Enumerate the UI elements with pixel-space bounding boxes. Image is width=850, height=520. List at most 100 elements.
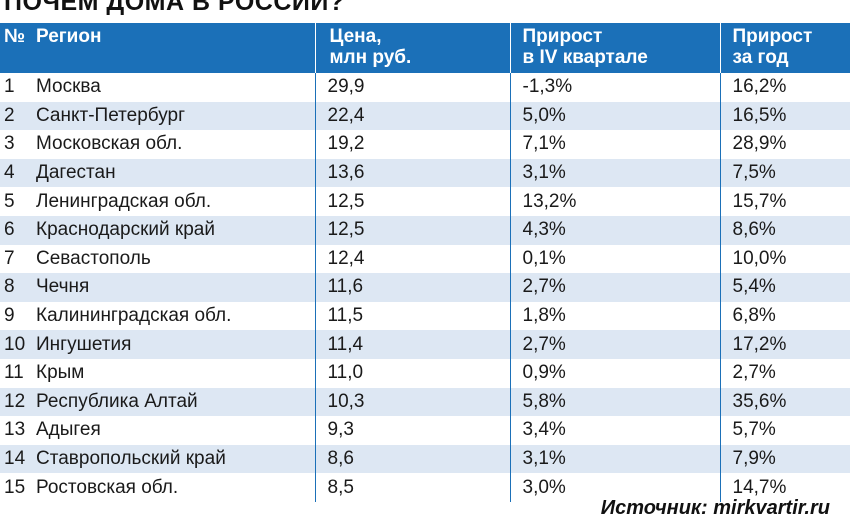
row-number: 13 (4, 419, 26, 441)
header-row: № Регион Цена, млн руб. Прирост в IV квар… (0, 23, 850, 73)
region-name: Санкт-Петербург (36, 104, 186, 126)
header-q4-line2: в IV квартале (522, 47, 648, 68)
table-row: 2 Санкт-Петербург 22,4 5,0% 16,5% (0, 101, 850, 131)
price-cell: 12,4 (314, 244, 510, 274)
table-row: 8 Чечня 11,6 2,7% 5,4% (0, 273, 850, 302)
year-growth-cell: 7,9% (719, 444, 850, 474)
region-name: Крым (36, 362, 85, 384)
year-growth-cell: 16,5% (719, 101, 850, 131)
region-name: Дагестан (36, 162, 116, 184)
table-row: 9 Калининградская обл. 11,5 1,8% 6,8% (0, 301, 850, 331)
price-cell: 11,4 (314, 330, 510, 359)
year-growth-cell: 8,6% (719, 215, 850, 245)
row-number: 5 (4, 190, 15, 212)
region-name: Калининградская обл. (36, 305, 232, 327)
price-cell: 8,5 (314, 473, 510, 502)
region-cell: 15 Ростовская обл. (0, 473, 315, 502)
table-row: 14 Ставропольский край 8,6 3,1% 7,9% (0, 444, 850, 474)
header-number-region: № Регион (0, 23, 315, 73)
table-row: 10 Ингушетия 11,4 2,7% 17,2% (0, 330, 850, 359)
row-number: 7 (4, 247, 15, 269)
q4-growth-cell: 2,7% (509, 330, 720, 359)
header-year-line2: за год (732, 47, 789, 68)
region-name: Адыгея (36, 419, 101, 441)
row-number: 3 (4, 133, 15, 155)
row-number: 9 (4, 305, 15, 327)
header-price: Цена, млн руб. (314, 23, 510, 73)
price-cell: 12,5 (314, 187, 510, 216)
region-name: Московская обл. (36, 133, 183, 155)
q4-growth-cell: -1,3% (509, 73, 720, 102)
region-cell: 1 Москва (0, 73, 315, 102)
table-row: 6 Краснодарский край 12,5 4,3% 8,6% (0, 215, 850, 245)
year-growth-cell: 6,8% (719, 301, 850, 331)
price-table: № Регион Цена, млн руб. Прирост в IV квар… (0, 23, 850, 502)
price-cell: 11,6 (314, 273, 510, 302)
year-growth-cell: 35,6% (719, 387, 850, 417)
row-number: 14 (4, 448, 26, 470)
region-cell: 11 Крым (0, 359, 315, 388)
header-price-line1: Цена, (329, 26, 382, 47)
row-number: 4 (4, 162, 15, 184)
q4-growth-cell: 3,4% (509, 416, 720, 445)
region-name: Республика Алтай (36, 390, 198, 412)
region-cell: 6 Краснодарский край (0, 216, 315, 245)
header-year-growth: Прирост за год (719, 23, 850, 73)
price-cell: 8,6 (314, 444, 510, 474)
region-cell: 12 Республика Алтай (0, 388, 315, 417)
region-cell: 2 Санкт-Петербург (0, 102, 315, 131)
table-row: 11 Крым 11,0 0,9% 2,7% (0, 358, 850, 388)
row-number: 8 (4, 276, 15, 298)
table-row: 4 Дагестан 13,6 3,1% 7,5% (0, 158, 850, 188)
price-cell: 13,6 (314, 158, 510, 188)
region-name: Севастополь (36, 247, 151, 269)
table-row: 7 Севастополь 12,4 0,1% 10,0% (0, 244, 850, 274)
row-number: 11 (4, 362, 24, 384)
q4-growth-cell: 3,1% (509, 444, 720, 474)
row-number: 10 (4, 333, 26, 355)
row-number: 6 (4, 219, 15, 241)
region-cell: 10 Ингушетия (0, 330, 315, 359)
q4-growth-cell: 0,1% (509, 244, 720, 274)
region-cell: 14 Ставропольский край (0, 445, 315, 474)
region-name: Ростовская обл. (36, 476, 179, 498)
region-cell: 8 Чечня (0, 273, 315, 302)
year-growth-cell: 14,7% (719, 473, 850, 502)
q4-growth-cell: 5,0% (509, 101, 720, 131)
region-cell: 3 Московская обл. (0, 130, 315, 159)
price-cell: 22,4 (314, 101, 510, 131)
price-cell: 11,0 (314, 358, 510, 388)
year-growth-cell: 5,7% (719, 416, 850, 445)
row-number: 1 (4, 76, 15, 98)
year-growth-cell: 16,2% (719, 73, 850, 102)
region-name: Ингушетия (36, 333, 132, 355)
q4-growth-cell: 5,8% (509, 387, 720, 417)
header-q4-line1: Прирост (522, 26, 603, 47)
table-row: 12 Республика Алтай 10,3 5,8% 35,6% (0, 387, 850, 417)
year-growth-cell: 5,4% (719, 273, 850, 302)
source-note: Источник: mirkvartir.ru (600, 497, 830, 519)
q4-growth-cell: 7,1% (509, 130, 720, 159)
table-header: № Регион Цена, млн руб. Прирост в IV квар… (0, 23, 850, 73)
price-cell: 10,3 (314, 387, 510, 417)
region-cell: 7 Севастополь (0, 245, 315, 274)
region-cell: 9 Калининградская обл. (0, 302, 315, 331)
price-cell: 29,9 (314, 73, 510, 102)
header-q4-growth: Прирост в IV квартале (509, 23, 720, 73)
year-growth-cell: 7,5% (719, 158, 850, 188)
table-row: 5 Ленинградская обл. 12,5 13,2% 15,7% (0, 187, 850, 216)
header-region: Регион (36, 26, 102, 47)
region-name: Москва (36, 76, 101, 98)
row-number: 2 (4, 104, 15, 126)
year-growth-cell: 28,9% (719, 130, 850, 159)
q4-growth-cell: 13,2% (509, 187, 720, 216)
header-number: № (4, 26, 26, 47)
price-cell: 9,3 (314, 416, 510, 445)
q4-growth-cell: 3,1% (509, 158, 720, 188)
region-name: Ставропольский край (36, 448, 226, 470)
region-name: Ленинградская обл. (36, 190, 212, 212)
header-price-line2: млн руб. (329, 47, 412, 68)
region-cell: 5 Ленинградская обл. (0, 187, 315, 216)
q4-growth-cell: 3,0% (509, 473, 720, 502)
table-row: 15 Ростовская обл. 8,5 3,0% 14,7% (0, 473, 850, 502)
